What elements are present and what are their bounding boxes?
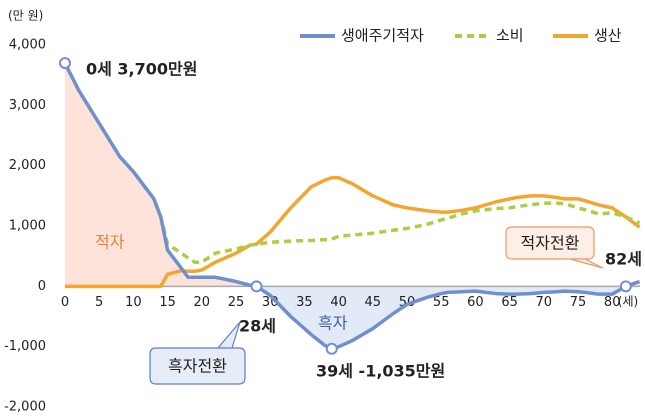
point-label: 0세 3,700만원	[86, 60, 197, 79]
legend-label: 생애주기적자	[341, 27, 424, 45]
x-tick-label: 10	[125, 295, 142, 310]
x-tick-label: 80	[604, 295, 621, 310]
x-tick-label: 20	[194, 295, 211, 310]
surplus-area	[65, 63, 640, 287]
x-tick-label: 75	[570, 295, 587, 310]
x-tick-label: 55	[433, 295, 450, 310]
x-tick-label: 5	[95, 295, 103, 310]
x-tick-label: 40	[330, 295, 347, 310]
y-tick-label: 4,000	[9, 38, 46, 53]
y-tick-label: 3,000	[9, 98, 46, 113]
x-tick-label: 25	[228, 295, 245, 310]
x-tick-label: 45	[365, 295, 382, 310]
x-tick-label: 15	[159, 295, 176, 310]
y-tick-label: 2,000	[9, 158, 46, 173]
y-tick-label: -2,000	[4, 400, 46, 415]
callout-box	[505, 226, 604, 269]
y-tick-label: -1,000	[4, 339, 46, 354]
line-series	[65, 175, 641, 289]
point-label: 39세 -1,035만원	[316, 362, 445, 381]
x-tick-label: 0	[61, 295, 69, 310]
y-tick-label: 1,000	[9, 219, 46, 234]
y-axis-label: (만 원)	[8, 9, 43, 23]
x-axis-label: (세)	[618, 295, 638, 309]
deficit-area	[256, 286, 626, 349]
callout-label: 흑자전환	[168, 357, 227, 376]
x-tick-label: 70	[536, 295, 553, 310]
x-tick-label: 65	[501, 295, 518, 310]
x-tick-label: 35	[296, 295, 313, 310]
x-tick-label: 60	[467, 295, 484, 310]
highlight-point	[619, 280, 632, 293]
highlight-point	[250, 280, 263, 293]
region-label: 흑자	[318, 314, 348, 333]
legend-label: 생산	[594, 27, 622, 45]
line-series	[63, 62, 641, 351]
highlight-point	[59, 57, 71, 70]
legend-label: 소비	[496, 27, 524, 45]
point-label: 28세	[239, 317, 276, 336]
region-label: 적자	[95, 233, 125, 252]
line-series	[63, 62, 641, 264]
point-label: 82세	[605, 250, 642, 269]
callout-box	[149, 321, 246, 385]
highlight-point	[325, 342, 338, 355]
y-tick-label: 0	[38, 279, 46, 294]
callout-label: 적자전환	[521, 234, 580, 253]
